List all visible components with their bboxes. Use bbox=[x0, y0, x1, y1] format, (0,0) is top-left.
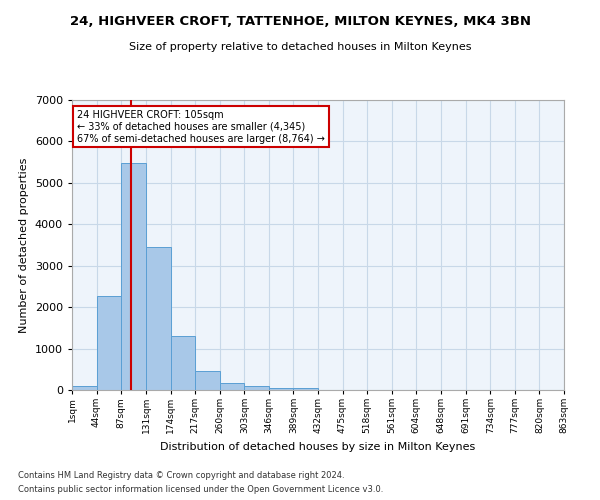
Bar bbox=[269, 388, 293, 390]
Text: 24 HIGHVEER CROFT: 105sqm
← 33% of detached houses are smaller (4,345)
67% of se: 24 HIGHVEER CROFT: 105sqm ← 33% of detac… bbox=[77, 110, 325, 144]
Bar bbox=[72, 386, 97, 390]
Bar bbox=[121, 164, 146, 390]
Text: Contains public sector information licensed under the Open Government Licence v3: Contains public sector information licen… bbox=[18, 486, 383, 494]
X-axis label: Distribution of detached houses by size in Milton Keynes: Distribution of detached houses by size … bbox=[160, 442, 476, 452]
Text: Contains HM Land Registry data © Crown copyright and database right 2024.: Contains HM Land Registry data © Crown c… bbox=[18, 470, 344, 480]
Bar bbox=[293, 388, 318, 390]
Bar bbox=[171, 336, 195, 390]
Bar bbox=[244, 386, 269, 390]
Bar bbox=[146, 247, 171, 390]
Text: 24, HIGHVEER CROFT, TATTENHOE, MILTON KEYNES, MK4 3BN: 24, HIGHVEER CROFT, TATTENHOE, MILTON KE… bbox=[70, 15, 530, 28]
Y-axis label: Number of detached properties: Number of detached properties bbox=[19, 158, 29, 332]
Bar bbox=[195, 370, 220, 390]
Bar bbox=[97, 296, 121, 390]
Bar bbox=[220, 384, 244, 390]
Text: Size of property relative to detached houses in Milton Keynes: Size of property relative to detached ho… bbox=[129, 42, 471, 52]
